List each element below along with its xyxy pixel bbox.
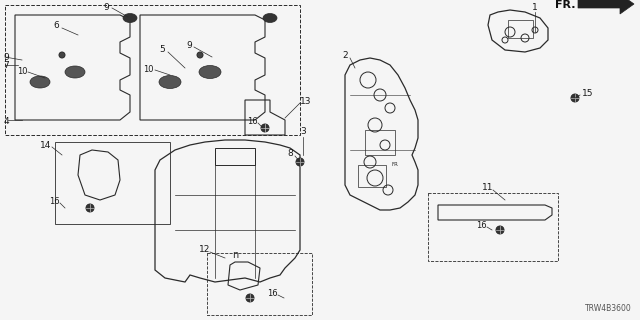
Ellipse shape: [123, 13, 137, 22]
Text: FR: FR: [392, 163, 399, 167]
Text: 9: 9: [103, 3, 109, 12]
Ellipse shape: [199, 66, 221, 78]
Text: 9: 9: [186, 41, 192, 50]
Text: 5: 5: [159, 45, 165, 54]
Polygon shape: [578, 0, 634, 14]
Circle shape: [296, 158, 304, 166]
Text: 13: 13: [300, 97, 312, 106]
Text: n: n: [232, 250, 238, 260]
Circle shape: [59, 52, 65, 58]
Bar: [55, 142, 170, 224]
Text: 2: 2: [342, 51, 348, 60]
Text: 16: 16: [49, 196, 60, 205]
Text: 14: 14: [40, 140, 52, 149]
Text: 16: 16: [246, 116, 257, 125]
Ellipse shape: [30, 76, 50, 88]
Circle shape: [571, 94, 579, 102]
Circle shape: [246, 294, 254, 302]
Text: 6: 6: [53, 21, 59, 30]
Text: 16: 16: [476, 220, 486, 229]
Text: FR.: FR.: [554, 0, 575, 10]
Bar: [358, 165, 386, 187]
Text: 9: 9: [3, 52, 9, 61]
Text: 7: 7: [3, 61, 9, 70]
Bar: [365, 130, 395, 155]
Text: 8: 8: [287, 148, 293, 157]
Text: 3: 3: [300, 127, 306, 137]
Circle shape: [86, 204, 94, 212]
Ellipse shape: [65, 66, 85, 78]
Ellipse shape: [263, 13, 277, 22]
Bar: [207, 253, 312, 315]
Text: 16: 16: [267, 289, 277, 298]
Circle shape: [261, 124, 269, 132]
Text: 12: 12: [199, 245, 211, 254]
Circle shape: [197, 52, 203, 58]
Text: 1: 1: [532, 4, 538, 12]
Bar: [428, 193, 558, 261]
Text: TRW4B3600: TRW4B3600: [585, 304, 632, 313]
Bar: [5, 5, 300, 135]
Text: 11: 11: [483, 183, 493, 193]
Text: 4: 4: [4, 117, 10, 126]
Text: 15: 15: [582, 89, 594, 98]
Circle shape: [496, 226, 504, 234]
Ellipse shape: [159, 76, 181, 89]
Bar: [508, 20, 533, 38]
Text: 10: 10: [143, 65, 153, 74]
Text: 10: 10: [17, 67, 28, 76]
